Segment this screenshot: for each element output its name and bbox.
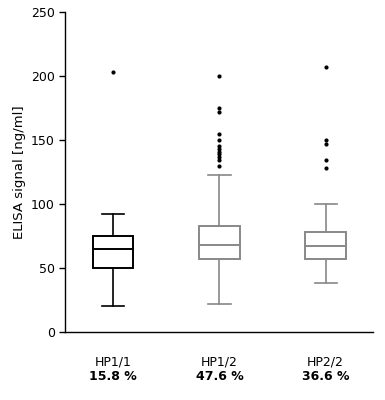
- Text: 15.8 %: 15.8 %: [89, 370, 137, 383]
- Text: HP1/1: HP1/1: [95, 355, 132, 368]
- Bar: [305, 232, 346, 259]
- Bar: [199, 226, 239, 259]
- Text: HP2/2: HP2/2: [307, 355, 344, 368]
- Text: 36.6 %: 36.6 %: [302, 370, 350, 383]
- Text: HP1/2: HP1/2: [201, 355, 238, 368]
- Text: 47.6 %: 47.6 %: [196, 370, 243, 383]
- Y-axis label: ELISA signal [ng/ml]: ELISA signal [ng/ml]: [13, 105, 26, 239]
- Bar: [93, 236, 134, 268]
